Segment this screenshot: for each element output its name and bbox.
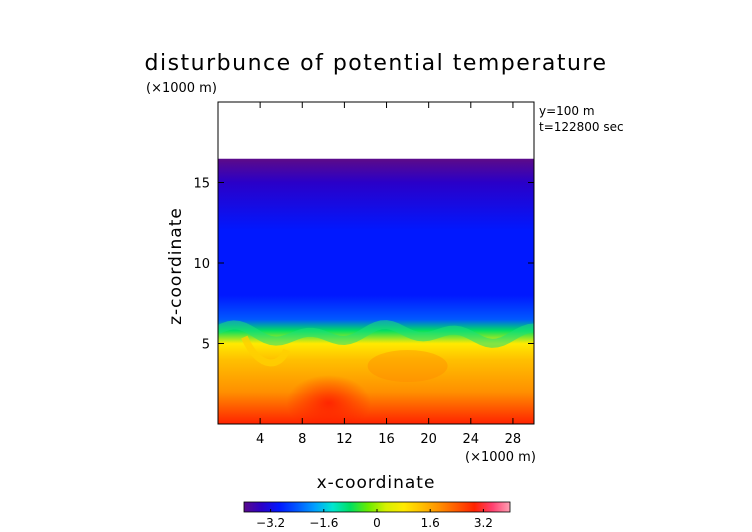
colorbar-tick-label: 1.6 (421, 516, 440, 530)
field-background (218, 159, 534, 424)
x-tick-label: 12 (336, 432, 353, 447)
chart-title: disturbunce of potential temperature (145, 51, 608, 76)
heatmap-field (218, 158, 534, 424)
y-axis-label: z-coordinate (166, 207, 186, 325)
x-tick-label: 8 (298, 432, 306, 447)
y-tick-label: 15 (193, 177, 210, 192)
y-unit-label: (×1000 m) (146, 81, 217, 96)
x-tick-label: 20 (420, 432, 437, 447)
colorbar-tick-label: −1.6 (309, 516, 338, 530)
colorbar-tick-label: −3.2 (256, 516, 285, 530)
warm-core (286, 375, 371, 424)
warm-lobe (367, 350, 448, 383)
annotation-y: y=100 m (539, 104, 595, 118)
x-unit-label: (×1000 m) (465, 450, 536, 465)
colorbar-tick-label: 3.2 (474, 516, 493, 530)
colorbar-ticks: −3.2 −1.6 0 1.6 3.2 (256, 509, 493, 530)
annotation-time: t=122800 sec (539, 120, 624, 134)
colorbar-tick-label: 0 (373, 516, 381, 530)
x-tick-label: 24 (463, 432, 480, 447)
x-axis-label: x-coordinate (317, 473, 436, 493)
x-tick-label: 28 (505, 432, 522, 447)
x-axis-ticks: 4 8 12 16 20 24 28 (256, 102, 521, 447)
plume-yellow (241, 335, 290, 367)
x-tick-label: 4 (256, 432, 264, 447)
interface-band (218, 320, 534, 348)
y-tick-label: 5 (202, 338, 210, 353)
x-tick-label: 16 (378, 432, 395, 447)
y-tick-label: 10 (193, 257, 210, 272)
y-axis-ticks: 5 10 15 (193, 177, 534, 353)
